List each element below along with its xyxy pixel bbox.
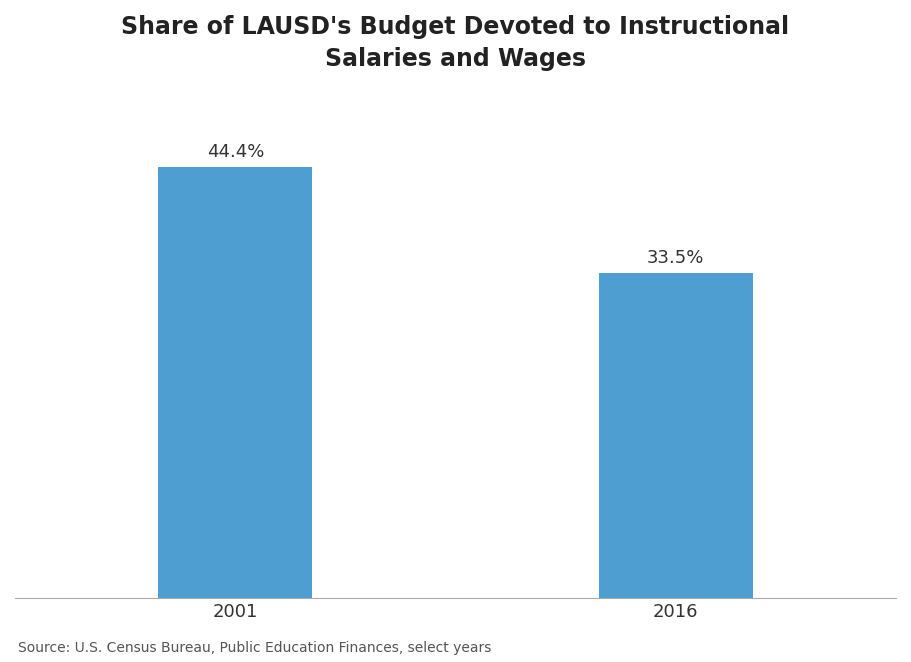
Bar [599, 273, 752, 598]
Title: Share of LAUSD's Budget Devoted to Instructional
Salaries and Wages: Share of LAUSD's Budget Devoted to Instr… [121, 15, 790, 71]
Bar [159, 167, 312, 598]
Text: 44.4%: 44.4% [207, 143, 264, 162]
Text: 33.5%: 33.5% [647, 249, 704, 267]
Text: Source: U.S. Census Bureau, Public Education Finances, select years: Source: U.S. Census Bureau, Public Educa… [18, 641, 492, 655]
